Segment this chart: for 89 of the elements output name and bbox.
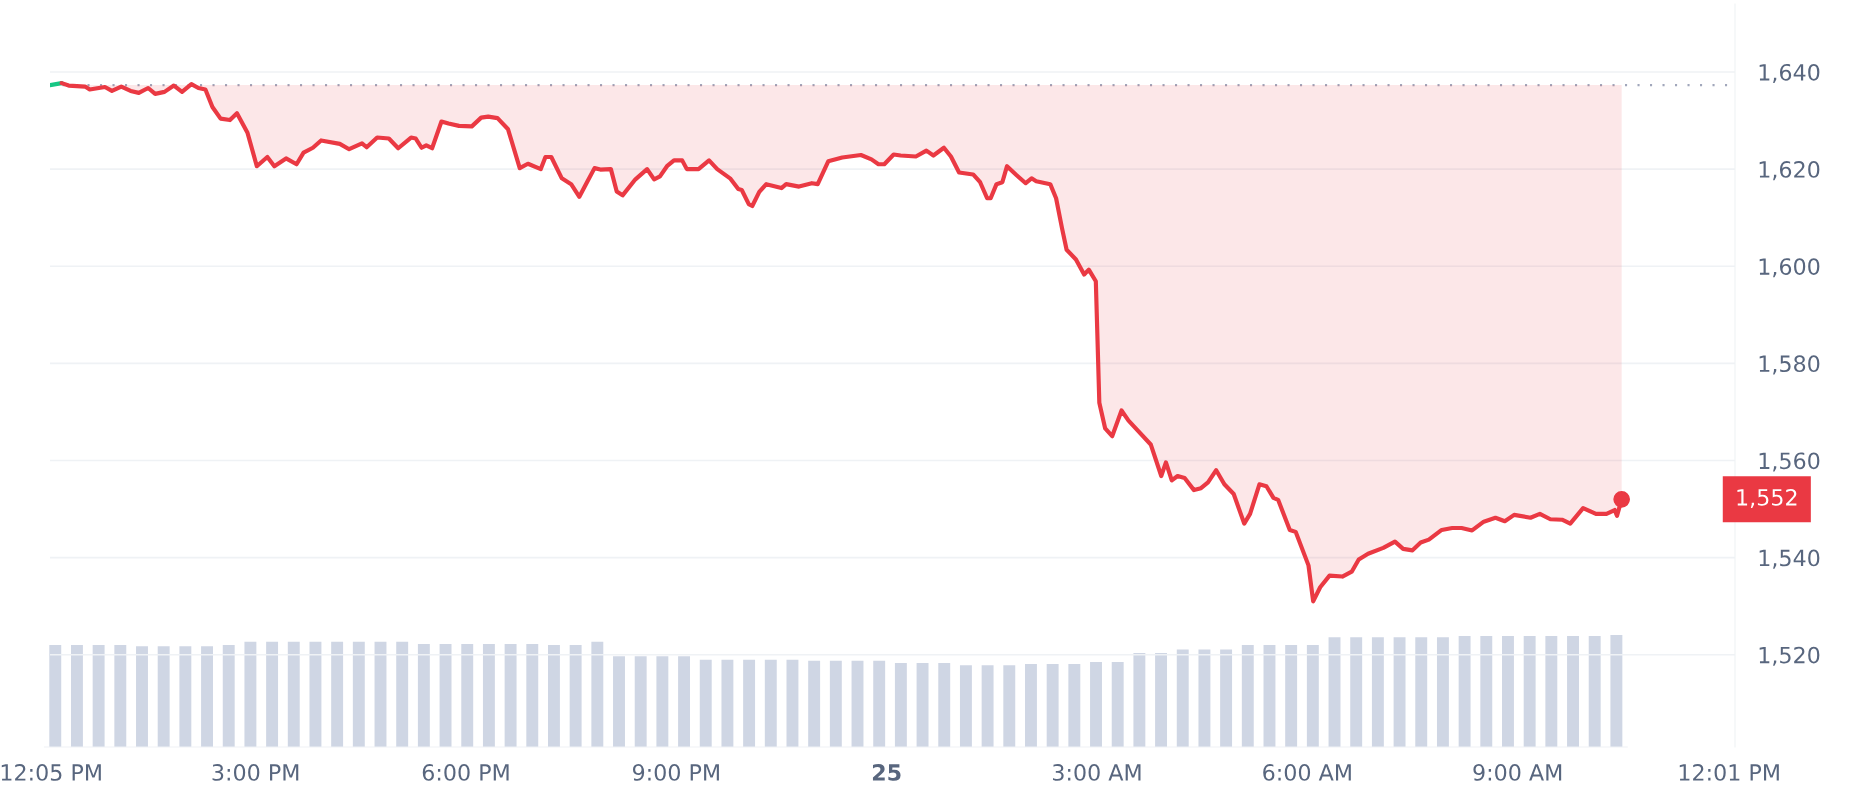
x-tick-label: 6:00 PM [422, 764, 509, 781]
x-tick-label: 9:00 AM [1473, 764, 1562, 781]
x-tick-label: 6:00 AM [1263, 764, 1351, 781]
bar [287, 641, 300, 747]
bar [1263, 645, 1276, 747]
bar [49, 645, 62, 747]
bar [1155, 652, 1168, 747]
bar [179, 646, 192, 747]
bar [656, 656, 669, 747]
bar [1458, 636, 1471, 747]
bar [1523, 636, 1536, 747]
bar [851, 660, 864, 747]
bar [157, 646, 170, 747]
bar [309, 641, 322, 747]
bar [92, 645, 105, 747]
x-tick-label: 3:00 PM [212, 764, 299, 781]
bar [1502, 636, 1514, 747]
bar [1090, 661, 1102, 747]
bar [352, 641, 365, 747]
bar [244, 641, 257, 747]
bar [136, 646, 148, 747]
bar [201, 646, 214, 747]
bar [764, 659, 777, 747]
bar [1176, 649, 1189, 747]
bar [1133, 652, 1146, 747]
y-tick-label: 1,540 [1759, 549, 1820, 569]
bar [1480, 636, 1493, 747]
bar [548, 645, 560, 747]
bar [1068, 664, 1081, 747]
bar [1436, 637, 1449, 747]
x-tick-label: 12:01 PM [1679, 764, 1779, 781]
bar [482, 643, 495, 747]
bar [721, 659, 734, 747]
bar [1415, 637, 1428, 747]
bar [1588, 636, 1601, 747]
bar [699, 659, 712, 747]
bar [114, 645, 127, 747]
text: 1,552 [1737, 488, 1797, 509]
bar [461, 643, 474, 747]
bar [396, 641, 409, 747]
bar [1046, 664, 1059, 747]
bar [569, 645, 582, 747]
bar [1393, 637, 1406, 747]
bar [743, 659, 756, 747]
y-tick-label: 1,600 [1759, 258, 1820, 278]
bar [266, 641, 279, 747]
bar [1306, 645, 1319, 747]
x-tick-label: 25 [872, 764, 901, 781]
bar [1003, 665, 1016, 747]
bar [916, 663, 929, 747]
bar [331, 641, 344, 747]
bar [591, 641, 604, 747]
y-tick-label: 1,620 [1759, 161, 1820, 181]
bar [678, 656, 691, 747]
bar [1545, 636, 1558, 747]
y-tick-label: 1,640 [1759, 63, 1820, 84]
bar [1241, 645, 1254, 747]
bar [1285, 645, 1298, 747]
bar [1371, 637, 1384, 747]
bar [808, 660, 821, 747]
bar [894, 663, 907, 747]
x-tick-label: 9:00 PM [632, 764, 719, 781]
y-tick-label: 1,580 [1759, 355, 1820, 375]
bar [634, 656, 647, 747]
bar [526, 643, 539, 747]
x-tick-label: 12:05 PM [1, 764, 101, 781]
bar [417, 643, 430, 747]
bar [1025, 664, 1037, 747]
bar [981, 665, 994, 747]
bar [786, 659, 799, 747]
bar [1328, 637, 1341, 747]
bar [1220, 649, 1233, 747]
bar [613, 656, 625, 747]
x-tick-label: 3:00 AM [1053, 764, 1141, 781]
bar [959, 665, 972, 747]
bar [504, 643, 517, 747]
bar [829, 660, 842, 747]
y-tick-label: 1,520 [1759, 646, 1820, 666]
y-tick-label: 1,560 [1759, 452, 1820, 472]
bar [1350, 637, 1363, 747]
bar [1567, 636, 1579, 747]
bar [873, 660, 886, 747]
bar [70, 645, 83, 747]
bar [439, 643, 452, 747]
bar [1610, 635, 1623, 747]
bar [222, 645, 235, 747]
bar [938, 663, 951, 747]
bar [1111, 661, 1124, 747]
bar [1198, 649, 1211, 747]
